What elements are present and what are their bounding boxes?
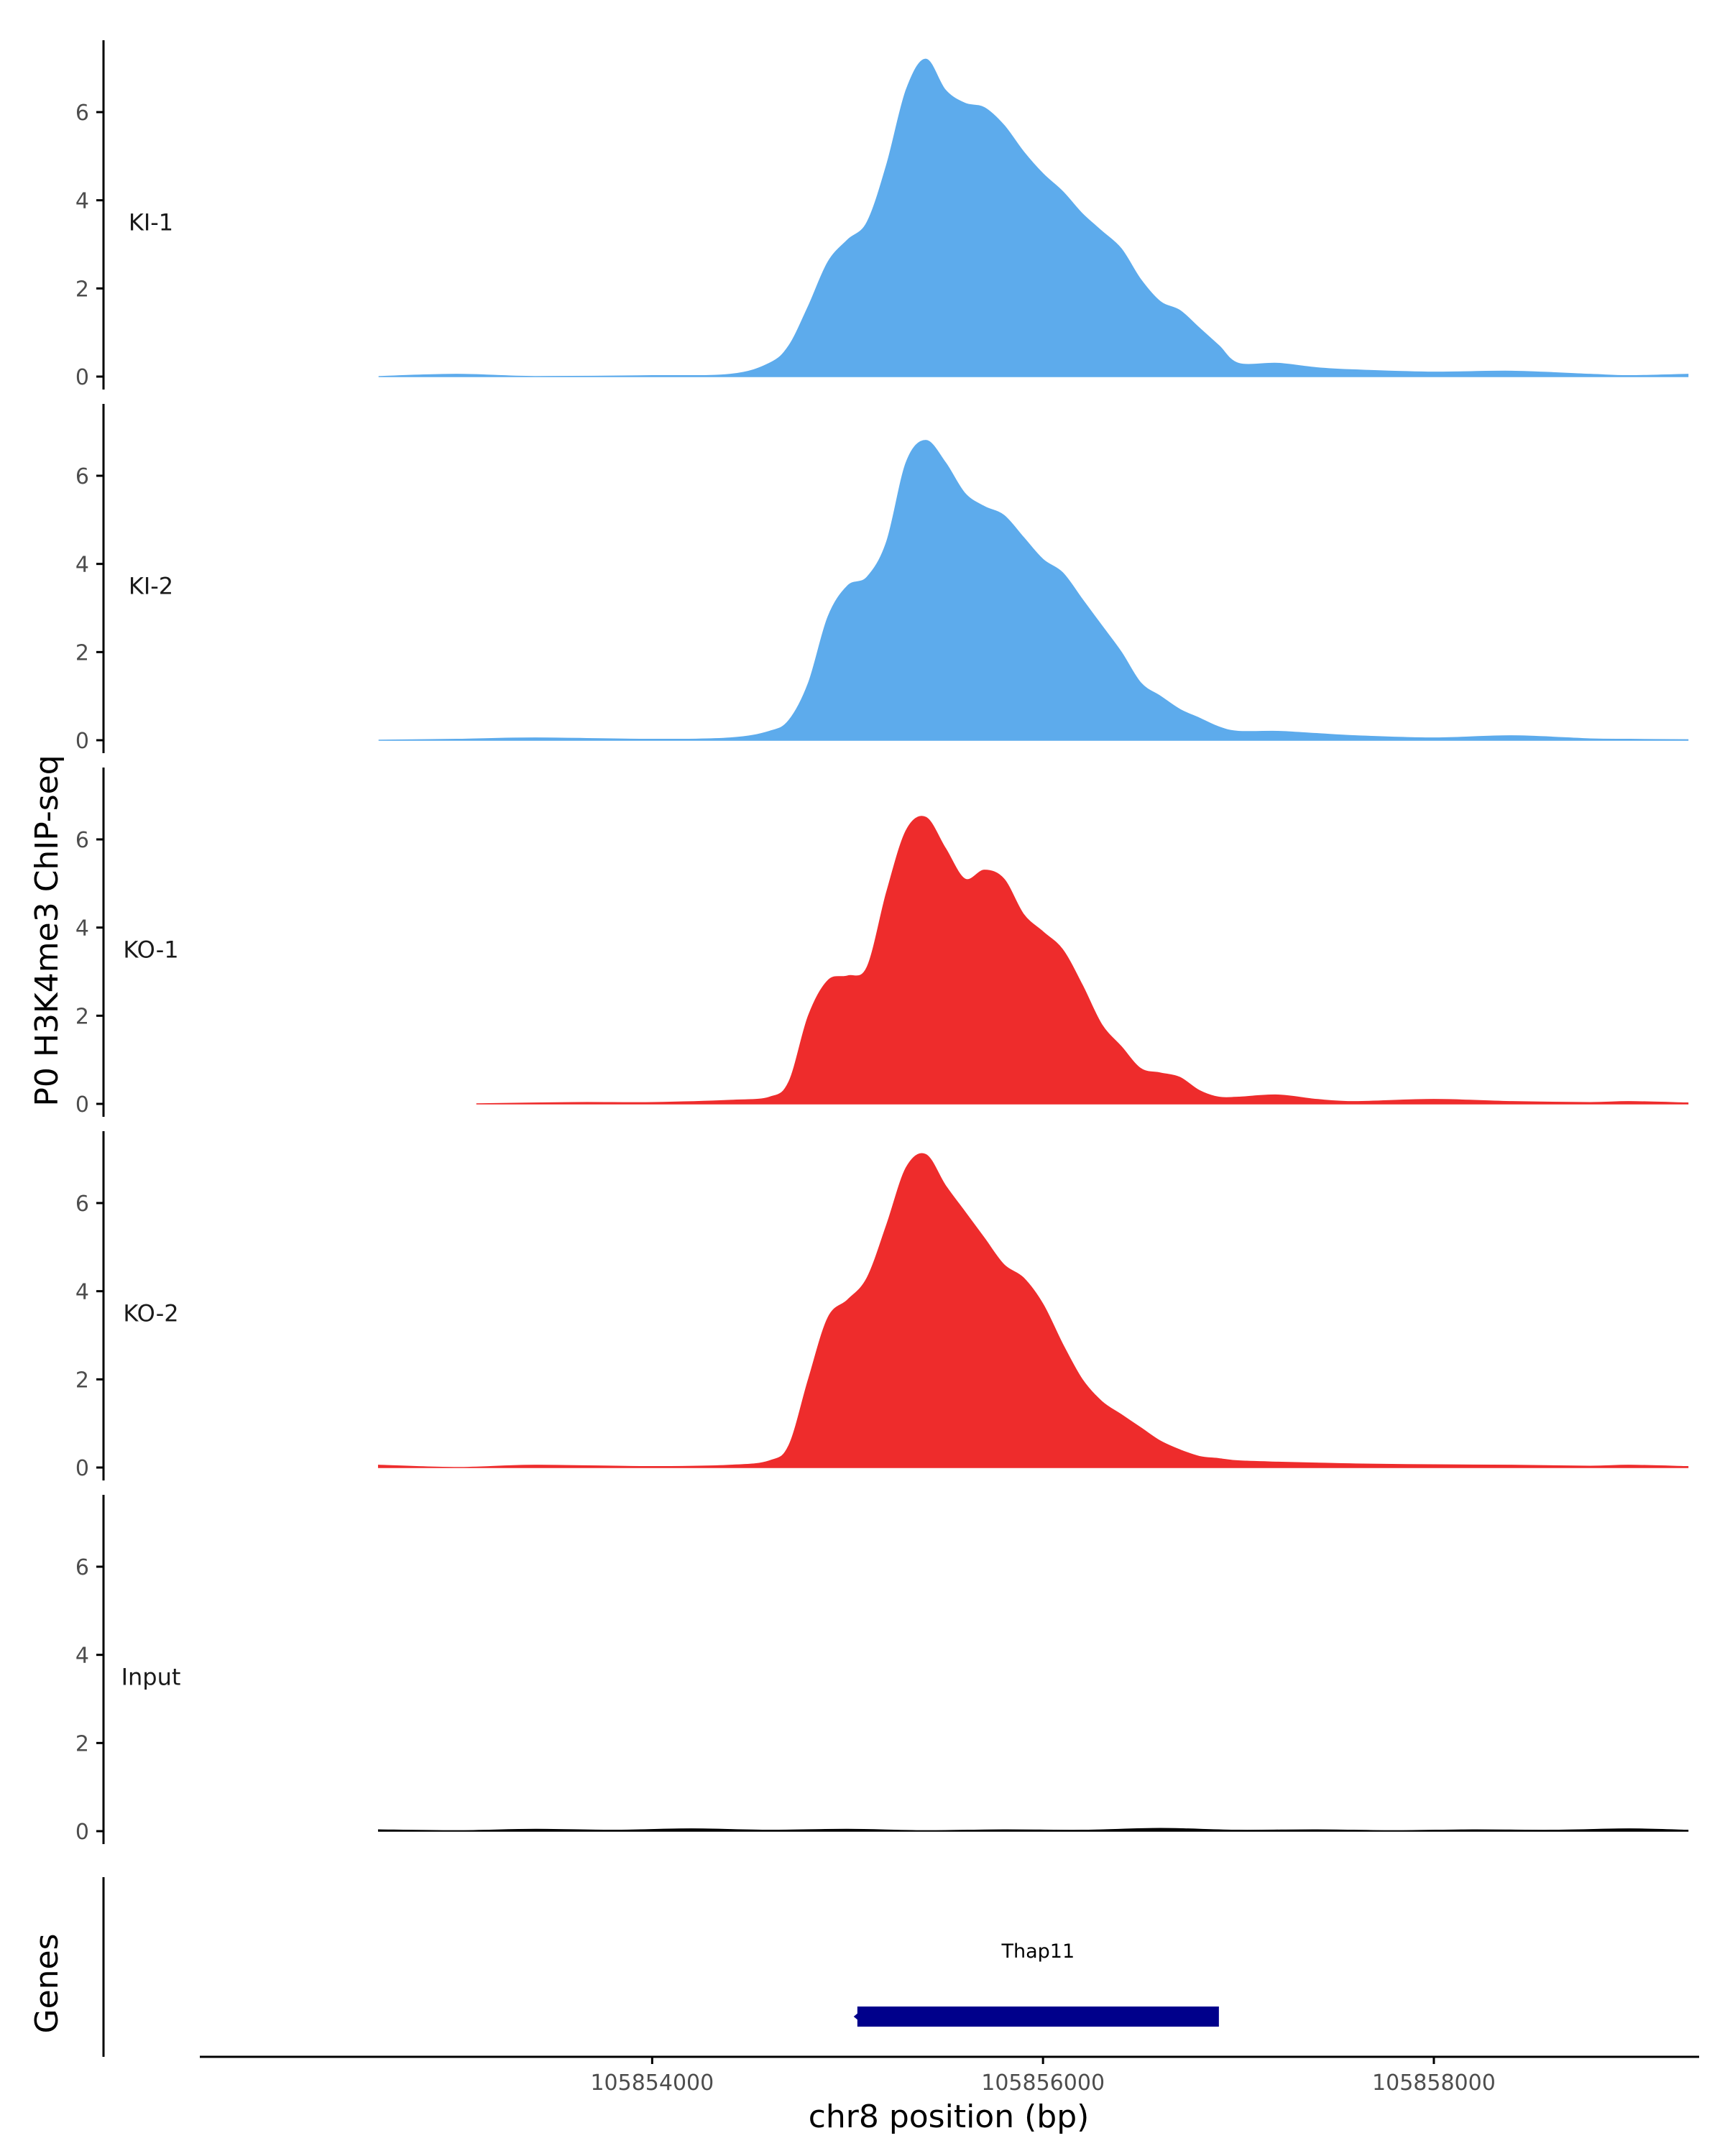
coverage-area-ki-2	[378, 440, 1689, 741]
track-ki-1: 0 2 4 6 KI-1	[75, 40, 1689, 390]
coverage-area-ko-1	[476, 816, 1689, 1105]
y-tick-label: 6	[75, 101, 89, 126]
y-tick-label: 2	[75, 277, 89, 302]
track-input: 0 2 4 6 Input	[75, 1495, 1689, 1845]
y-tick-label: 6	[75, 1555, 89, 1580]
tracks-layer: 0 2 4 6 KI-1 0 2 4 6 KI-2 0 2 4 6 KO-1 0 2 4 6 KO-2 0 2 4 6 Inpu…	[75, 40, 1689, 1845]
coverage-area-input	[377, 1828, 1689, 1832]
track-label: KI-2	[129, 572, 173, 599]
x-tick-label: 105856000	[981, 2070, 1105, 2096]
y-tick-label: 2	[75, 1731, 89, 1756]
y-tick-label: 6	[75, 1192, 89, 1217]
track-label: Input	[121, 1663, 181, 1690]
track-label: KO-2	[123, 1299, 178, 1327]
y-tick-label: 2	[75, 640, 89, 665]
track-label: KO-1	[123, 936, 178, 963]
gene-label: Thap11	[1001, 1940, 1075, 1963]
x-axis: 105854000 105856000 105858000	[200, 2055, 1699, 2096]
y-tick-label: 6	[75, 464, 89, 489]
y-tick-label: 4	[75, 553, 89, 578]
y-tick-label: 0	[75, 729, 89, 754]
track-ko-2: 0 2 4 6 KO-2	[75, 1131, 1689, 1481]
y-tick-label: 0	[75, 365, 89, 390]
y-tick-label: 2	[75, 1004, 89, 1029]
y-tick-label: 2	[75, 1368, 89, 1393]
gene-body-thap11	[857, 2007, 1219, 2027]
y-axis-title: P0 H3K4me3 ChIP-seq	[29, 755, 65, 1106]
y-tick-label: 4	[75, 1280, 89, 1305]
y-tick-label: 0	[75, 1456, 89, 1481]
track-ki-2: 0 2 4 6 KI-2	[75, 404, 1689, 754]
coverage-area-ko-2	[377, 1153, 1689, 1468]
y-tick-label: 4	[75, 189, 89, 214]
track-label: KI-1	[129, 208, 173, 236]
track-ko-1: 0 2 4 6 KO-1	[75, 768, 1689, 1118]
y-tick-label: 4	[75, 1644, 89, 1669]
y-tick-label: 0	[75, 1092, 89, 1118]
y-tick-label: 4	[75, 916, 89, 941]
gene-annotation-track: Thap11	[102, 1877, 1219, 2057]
y-tick-label: 0	[75, 1820, 89, 1845]
x-tick-label: 105858000	[1372, 2070, 1496, 2096]
coverage-area-ki-1	[378, 58, 1689, 377]
x-axis-title: chr8 position (bp)	[809, 2099, 1090, 2135]
x-tick-label: 105854000	[590, 2070, 714, 2096]
y-tick-label: 6	[75, 828, 89, 853]
genes-axis-title: Genes	[29, 1933, 65, 2033]
gene-strand-arrow	[853, 2008, 866, 2025]
